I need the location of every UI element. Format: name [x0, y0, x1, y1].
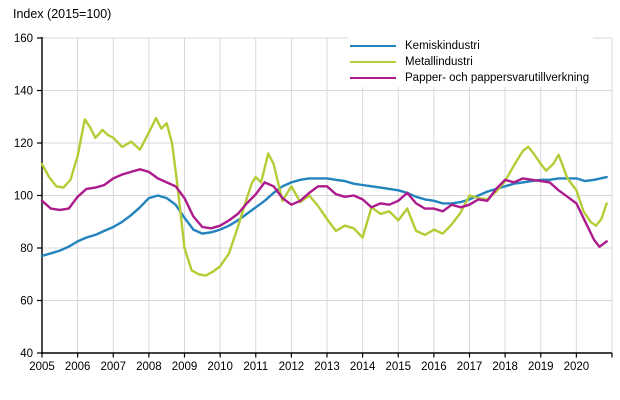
- y-tick-label-120: 120: [14, 138, 33, 150]
- x-tick-label-2010: 2010: [207, 361, 233, 373]
- x-tick-label-2009: 2009: [172, 361, 198, 373]
- x-tick-label-2006: 2006: [65, 361, 91, 373]
- x-tick-label-2016: 2016: [421, 361, 447, 373]
- x-tick-label-2015: 2015: [385, 361, 411, 373]
- legend-label-metallindustri: Metallindustri: [405, 56, 473, 68]
- legend-swatch-kemiskindustri: [350, 44, 396, 48]
- series-line-kemiskindustri: [40, 175, 608, 258]
- x-tick-label-2017: 2017: [457, 361, 483, 373]
- legend-swatch-papper: [350, 76, 396, 80]
- x-tick-label-2011: 2011: [243, 361, 268, 373]
- legend-item-papper: Papper- och pappersvarutillverkning: [350, 70, 589, 86]
- y-tick-label-100: 100: [14, 191, 33, 203]
- y-tick-label-40: 40: [20, 348, 33, 360]
- y-tick-label-160: 160: [14, 33, 33, 45]
- chart-title: Index (2015=100): [13, 7, 112, 21]
- legend-label-papper: Papper- och pappersvarutillverkning: [405, 72, 590, 84]
- x-tick-label-2014: 2014: [350, 361, 376, 373]
- legend-item-kemiskindustri: Kemiskindustri: [350, 38, 589, 54]
- x-tick-label-2007: 2007: [100, 361, 126, 373]
- legend-label-kemiskindustri: Kemiskindustri: [405, 40, 480, 52]
- legend-swatch-metallindustri: [350, 60, 396, 64]
- x-tick-label-2019: 2019: [528, 361, 554, 373]
- x-tick-label-2012: 2012: [279, 361, 305, 373]
- x-tick-label-2013: 2013: [314, 361, 340, 373]
- x-tick-label-2020: 2020: [564, 361, 590, 373]
- series-line-papper-: [40, 168, 608, 248]
- series-line-metallindustri: [40, 116, 608, 277]
- y-tick-label-60: 60: [20, 296, 33, 308]
- y-tick-label-140: 140: [14, 86, 33, 98]
- x-tick-label-2008: 2008: [136, 361, 162, 373]
- legend-item-metallindustri: Metallindustri: [350, 54, 589, 70]
- y-tick-label-80: 80: [20, 243, 33, 255]
- x-tick-label-2018: 2018: [492, 361, 518, 373]
- x-tick-label-2005: 2005: [29, 361, 55, 373]
- legend: Kemiskindustri Metallindustri Papper- oc…: [348, 37, 594, 87]
